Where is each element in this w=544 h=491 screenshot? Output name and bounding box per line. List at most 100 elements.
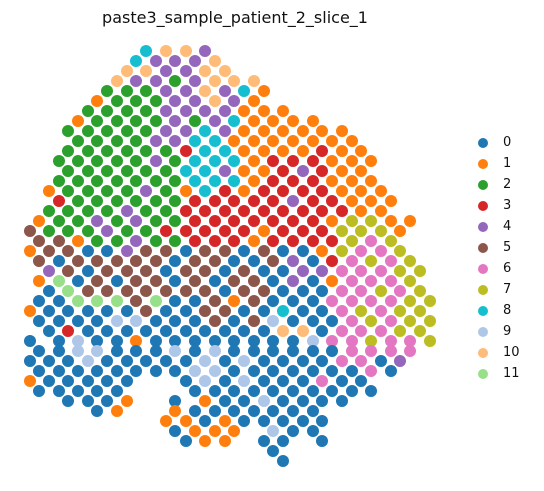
scatter-point xyxy=(238,395,250,407)
scatter-point xyxy=(189,275,201,287)
scatter-point xyxy=(121,165,133,177)
scatter-point xyxy=(121,205,133,217)
scatter-point xyxy=(248,275,260,287)
scatter-point xyxy=(169,55,181,67)
scatter-point xyxy=(209,315,221,327)
scatter-point xyxy=(189,215,201,227)
scatter-point xyxy=(219,395,231,407)
scatter-point xyxy=(62,145,74,157)
legend-label: 7 xyxy=(503,282,512,297)
scatter-point xyxy=(24,245,36,257)
scatter-point xyxy=(169,255,181,267)
scatter-point xyxy=(130,195,142,207)
scatter-point xyxy=(375,355,387,367)
scatter-point xyxy=(33,365,45,377)
scatter-point xyxy=(346,365,358,377)
scatter-point xyxy=(248,135,260,147)
scatter-point xyxy=(101,375,113,387)
scatter-point xyxy=(326,195,338,207)
scatter-point xyxy=(43,245,55,257)
scatter-point xyxy=(53,365,65,377)
scatter-point xyxy=(365,235,377,247)
scatter-point xyxy=(189,405,201,417)
scatter-point xyxy=(316,305,328,317)
scatter-point xyxy=(43,305,55,317)
scatter-point xyxy=(189,335,201,347)
legend-swatch xyxy=(478,263,488,274)
scatter-point xyxy=(394,355,406,367)
scatter-point xyxy=(62,245,74,257)
scatter-point xyxy=(169,365,181,377)
scatter-point xyxy=(91,295,103,307)
scatter-point xyxy=(160,285,172,297)
scatter-point xyxy=(169,235,181,247)
scatter-point xyxy=(53,315,65,327)
scatter-point xyxy=(336,145,348,157)
scatter-point xyxy=(267,385,279,397)
scatter-point xyxy=(150,55,162,67)
scatter-point xyxy=(228,295,240,307)
scatter-point xyxy=(404,295,416,307)
scatter-point xyxy=(199,325,211,337)
scatter-point xyxy=(199,205,211,217)
scatter-point xyxy=(307,365,319,377)
scatter-point xyxy=(33,275,45,287)
scatter-point xyxy=(121,65,133,77)
scatter-point xyxy=(82,205,94,217)
scatter-point xyxy=(111,315,123,327)
scatter-point xyxy=(91,255,103,267)
scatter-point xyxy=(169,155,181,167)
scatter-point xyxy=(248,385,260,397)
scatter-point xyxy=(209,175,221,187)
scatter-point xyxy=(150,75,162,87)
scatter-point xyxy=(180,85,192,97)
scatter-point xyxy=(297,325,309,337)
scatter-point xyxy=(346,315,358,327)
scatter-point xyxy=(307,175,319,187)
scatter-point xyxy=(199,285,211,297)
legend-label: 1 xyxy=(503,156,512,171)
scatter-point xyxy=(385,295,397,307)
scatter-point xyxy=(199,185,211,197)
scatter-point xyxy=(150,335,162,347)
scatter-point xyxy=(267,295,279,307)
scatter-point xyxy=(160,125,172,137)
scatter-point xyxy=(267,315,279,327)
scatter-point xyxy=(33,215,45,227)
scatter-point xyxy=(258,105,270,117)
scatter-point xyxy=(258,305,270,317)
scatter-point xyxy=(91,385,103,397)
scatter-point xyxy=(258,125,270,137)
scatter-point xyxy=(189,195,201,207)
scatter-point xyxy=(316,125,328,137)
scatter-point xyxy=(307,345,319,357)
scatter-point xyxy=(199,245,211,257)
scatter-point xyxy=(111,95,123,107)
scatter-point xyxy=(228,365,240,377)
scatter-point xyxy=(355,305,367,317)
scatter-point xyxy=(199,355,211,367)
scatter-point xyxy=(53,215,65,227)
scatter-point xyxy=(111,255,123,267)
scatter-point xyxy=(238,355,250,367)
scatter-point xyxy=(169,75,181,87)
legend-label: 6 xyxy=(503,261,512,276)
scatter-point xyxy=(385,195,397,207)
scatter-point xyxy=(180,45,192,57)
scatter-point xyxy=(355,285,367,297)
scatter-point xyxy=(228,315,240,327)
scatter-point xyxy=(53,295,65,307)
scatter-point xyxy=(228,95,240,107)
scatter-point xyxy=(199,125,211,137)
scatter-point xyxy=(82,355,94,367)
scatter-point xyxy=(169,95,181,107)
scatter-point xyxy=(121,325,133,337)
scatter-point xyxy=(307,155,319,167)
scatter-point xyxy=(62,225,74,237)
scatter-point xyxy=(62,165,74,177)
scatter-point xyxy=(258,225,270,237)
scatter-point xyxy=(248,405,260,417)
scatter-point xyxy=(248,315,260,327)
legend-swatch xyxy=(478,305,488,316)
scatter-point xyxy=(189,95,201,107)
